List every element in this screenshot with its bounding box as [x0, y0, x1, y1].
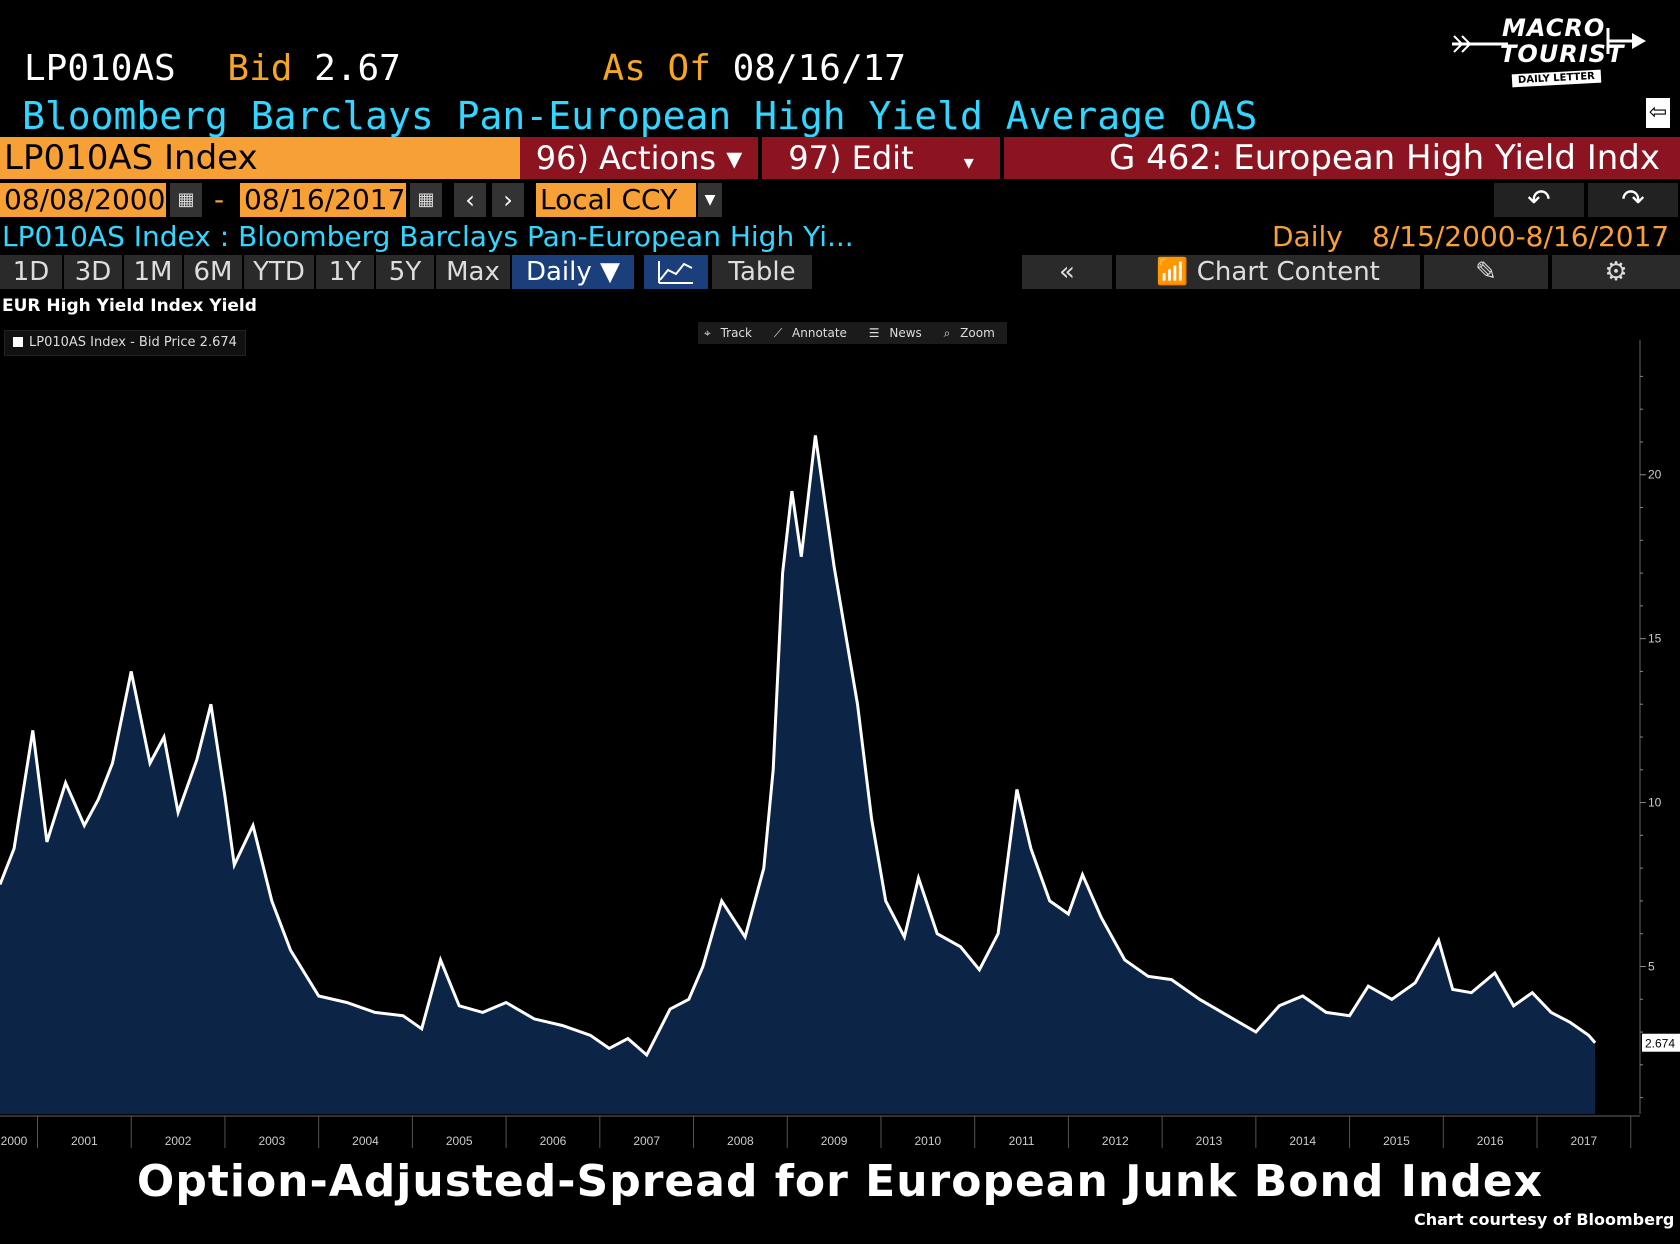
function-title: G 462: European High Yield Indx: [1004, 137, 1680, 179]
chart-legend: LP010AS Index - Bid Price 2.674: [4, 330, 246, 356]
ticker: LP010AS: [24, 48, 176, 89]
edit-label: 97) Edit: [788, 139, 914, 177]
bid-value: 2.67: [314, 48, 401, 89]
x-tick-label: 2011: [1009, 1134, 1035, 1148]
collapse-icon[interactable]: «: [1022, 255, 1112, 289]
x-tick-label: 2007: [633, 1134, 660, 1148]
security-title: Bloomberg Barclays Pan-European High Yie…: [22, 94, 1258, 138]
chevron-down-icon: ▾: [963, 150, 974, 174]
macro-tourist-logo: MACRO TOURIST DAILY LETTER: [1450, 12, 1650, 92]
news-label: News: [889, 326, 922, 340]
date-range-label: 8/15/2000-8/16/2017: [1372, 220, 1670, 253]
tab-table[interactable]: Table: [712, 255, 812, 289]
tab-3d[interactable]: 3D: [64, 255, 122, 289]
tab-1m[interactable]: 1M: [124, 255, 182, 289]
header-ticker-line: LP010AS Bid 2.67 As Of 08/16/17: [24, 48, 906, 89]
tab-5y[interactable]: 5Y: [376, 255, 434, 289]
date-separator: -: [214, 183, 225, 216]
arrow-head-icon: [1606, 28, 1646, 54]
x-tick-label: 2000: [1, 1134, 28, 1148]
legend-label: LP010AS Index - Bid Price 2.674: [29, 335, 237, 350]
x-tick-label: 2012: [1102, 1134, 1129, 1148]
redo-icon[interactable]: ↷: [1588, 183, 1678, 217]
gear-icon[interactable]: ⚙: [1552, 255, 1680, 289]
x-tick-label: 2016: [1477, 1134, 1504, 1148]
bid-label: Bid: [227, 48, 293, 89]
end-date-input[interactable]: 08/16/2017: [240, 183, 406, 217]
chart-settings-icon: 📶: [1156, 257, 1189, 287]
zoom-label: Zoom: [960, 326, 995, 340]
arrow-feather-icon: [1452, 35, 1508, 53]
currency-select[interactable]: Local CCY: [536, 183, 696, 217]
logo-line1: MACRO: [1502, 14, 1606, 42]
y-tick-label: 5: [1648, 959, 1655, 973]
x-tick-label: 2009: [821, 1134, 848, 1148]
x-tick-label: 2010: [914, 1134, 941, 1148]
credit: Chart courtesy of Bloomberg: [1414, 1210, 1675, 1229]
x-tick-label: 2005: [446, 1134, 473, 1148]
logo-line2: TOURIST: [1500, 40, 1625, 68]
x-tick-label: 2008: [727, 1134, 754, 1148]
zoom-tool[interactable]: ⌕ Zoom: [943, 326, 995, 340]
frequency-label: Daily: [1272, 220, 1343, 253]
tab-1y[interactable]: 1Y: [316, 255, 374, 289]
tab-daily[interactable]: Daily ▼: [512, 255, 634, 289]
index-field[interactable]: LP010AS Index: [0, 137, 520, 179]
tab-ytd[interactable]: YTD: [244, 255, 314, 289]
series-line: [0, 435, 1597, 1058]
track-tool[interactable]: ⌖ Track: [704, 326, 752, 340]
undo-icon[interactable]: ↶: [1494, 183, 1584, 217]
tab-max[interactable]: Max: [436, 255, 510, 289]
y-tick-label: 15: [1648, 632, 1662, 646]
actions-menu[interactable]: 96) Actions ▾: [520, 137, 758, 179]
legend-swatch: [13, 337, 23, 347]
asof-label: As Of: [602, 48, 711, 89]
y-tick-label: 20: [1648, 468, 1662, 482]
asof-value: 08/16/17: [732, 48, 906, 89]
tab-1d[interactable]: 1D: [0, 255, 62, 289]
calendar-icon[interactable]: ▦: [170, 183, 202, 217]
chart-content-label: Chart Content: [1196, 257, 1380, 287]
edit-chart-icon[interactable]: ✎: [1424, 255, 1548, 289]
x-tick-label: 2006: [540, 1134, 567, 1148]
exit-icon[interactable]: ⇦: [1646, 98, 1670, 128]
next-arrow-icon[interactable]: ›: [492, 183, 524, 217]
chevron-down-icon[interactable]: ▼: [698, 183, 722, 217]
tab-6m[interactable]: 6M: [184, 255, 242, 289]
logo-line3: DAILY LETTER: [1511, 69, 1602, 88]
prev-arrow-icon[interactable]: ‹: [454, 183, 486, 217]
area-fill: [0, 435, 1596, 1114]
calendar-icon[interactable]: ▦: [410, 183, 442, 217]
chart-title: EUR High Yield Index Yield: [2, 296, 257, 316]
annotate-label: Annotate: [792, 326, 847, 340]
caption: Option-Adjusted-Spread for European Junk…: [136, 1156, 1544, 1207]
index-description: LP010AS Index : Bloomberg Barclays Pan-E…: [2, 220, 854, 253]
x-tick-label: 2002: [165, 1134, 192, 1148]
x-tick-label: 2004: [352, 1134, 379, 1148]
edit-menu[interactable]: 97) Edit ▾: [762, 137, 1000, 179]
x-tick-label: 2014: [1289, 1134, 1316, 1148]
area-chart[interactable]: 5 10 15 20 2.674 2000 2001 2002 2003 2004 2005 200…: [0, 320, 1680, 1150]
x-tick-label: 2015: [1383, 1134, 1410, 1148]
chart-content-button[interactable]: 📶 Chart Content: [1116, 255, 1420, 289]
start-date-input[interactable]: 08/08/2000: [0, 183, 166, 217]
x-tick-label: 2013: [1196, 1134, 1223, 1148]
chart-tools: ⌖ Track ⟋ Annotate ☰ News ⌕ Zoom: [698, 322, 1007, 344]
news-tool[interactable]: ☰ News: [868, 326, 922, 340]
track-label: Track: [720, 326, 752, 340]
x-tick-label: 2003: [258, 1134, 285, 1148]
annotate-tool[interactable]: ⟋ Annotate: [773, 326, 847, 340]
x-tick-label: 2001: [71, 1134, 98, 1148]
last-value-badge: [1642, 1033, 1680, 1052]
line-chart-icon[interactable]: [644, 255, 708, 289]
x-tick-label: 2017: [1571, 1134, 1598, 1148]
y-tick-label: 10: [1648, 796, 1662, 810]
last-value-label: 2.674: [1645, 1037, 1675, 1051]
